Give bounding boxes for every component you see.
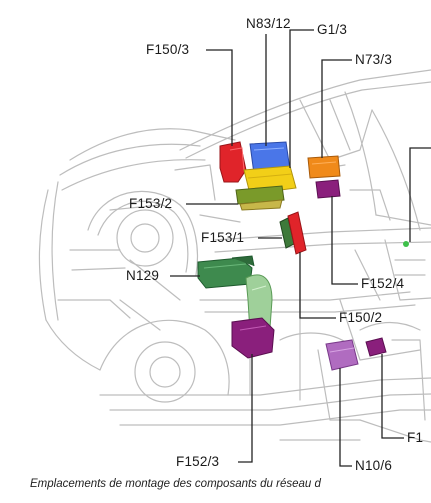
component-f150-3 [219, 141, 247, 183]
figure-caption: Emplacements de montage des composants d… [30, 478, 321, 490]
label-f150-2: F150/2 [339, 310, 383, 325]
label-n10-6: N10/6 [355, 458, 393, 473]
component-n129 [197, 255, 255, 289]
label-f152-3: F152/3 [176, 454, 220, 469]
label-n73-3: N73/3 [355, 52, 393, 67]
leader-lines [170, 29, 431, 467]
component-f153-2 [235, 185, 285, 211]
component-f152-4 [315, 179, 341, 199]
label-g1-3: G1/3 [317, 22, 348, 37]
label-n83-12: N83/12 [246, 16, 291, 31]
component-n73-3 [307, 155, 341, 179]
label-f152-4: F152/4 [361, 276, 405, 291]
component-f150-2 [287, 211, 307, 255]
label-f150-3: F150/3 [146, 42, 190, 57]
component-marker-right [403, 241, 409, 247]
label-n129: N129 [126, 268, 160, 283]
component-f152-3 [231, 317, 275, 359]
label-f153-1: F153/1 [201, 230, 245, 245]
label-f1: F1 [407, 430, 424, 445]
label-f153-2: F153/2 [129, 196, 173, 211]
component-g1-3 [243, 165, 297, 195]
component-n10-6 [325, 339, 359, 371]
vehicle-body-outline [38, 69, 431, 443]
component-f1 [365, 337, 387, 357]
